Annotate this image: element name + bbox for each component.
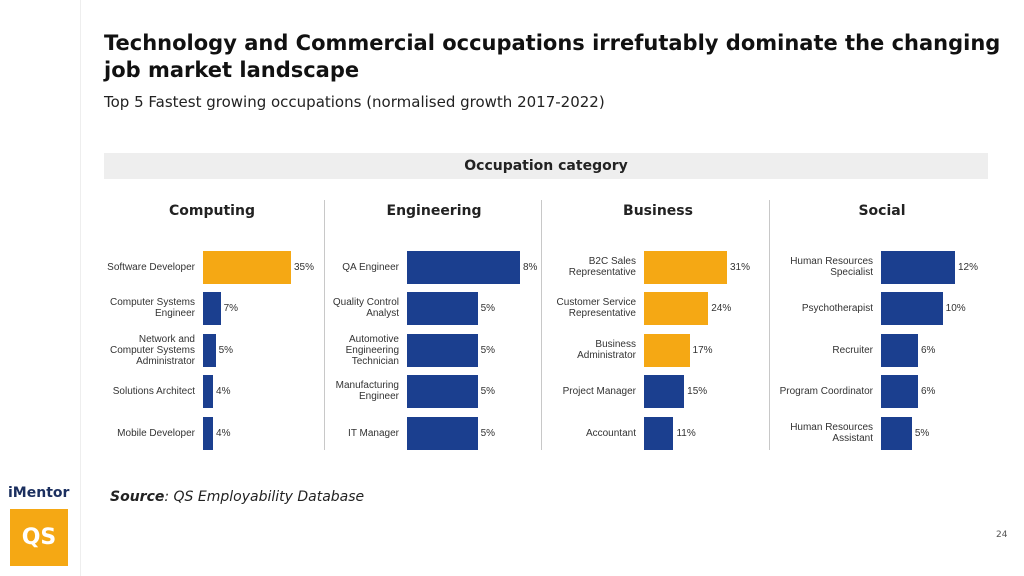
bar [644, 291, 709, 325]
bar [203, 333, 216, 367]
value-label: 6% [921, 385, 936, 397]
value-label: 15% [687, 385, 708, 397]
bar [407, 250, 520, 284]
category-label: Mobile Developer [117, 427, 195, 439]
category-label: Manufacturing Engineer [335, 380, 399, 402]
value-label: 6% [921, 344, 936, 356]
category-label: IT Manager [348, 427, 399, 439]
value-label: 10% [945, 302, 966, 314]
page-number: 24 [996, 530, 1008, 540]
panel-title: Business [623, 203, 693, 219]
bar [407, 374, 478, 408]
panel-title: Computing [169, 203, 255, 219]
value-label: 5% [914, 427, 930, 439]
bar [407, 416, 478, 450]
source: Source: QS Employability Database [110, 489, 364, 505]
value-label: 5% [480, 385, 496, 397]
value-label: 31% [730, 261, 751, 273]
category-label: Human Resources Assistant [790, 422, 873, 444]
value-label: 35% [294, 261, 315, 273]
category-label: Business Administrator [577, 339, 636, 361]
value-label: 17% [692, 344, 713, 356]
value-label: 5% [218, 344, 234, 356]
header-band: Occupation category [104, 153, 988, 179]
category-label: Psychotherapist [801, 302, 873, 314]
category-label: QA Engineer [342, 261, 399, 273]
slide-title: Technology and Commercial occupations ir… [104, 31, 1001, 82]
bar [881, 374, 918, 408]
bar [881, 333, 918, 367]
panel-divider [324, 200, 325, 450]
category-label: Automotive Engineering Technician [345, 333, 399, 367]
panel-title: Social [858, 203, 906, 219]
category-label: Computer Systems Engineer [109, 297, 195, 319]
source-label: Source [110, 489, 165, 505]
logo-badge: QS [10, 509, 68, 566]
category-label: Accountant [585, 427, 636, 439]
bar [203, 416, 214, 450]
header-text: Occupation category [464, 158, 628, 174]
value-label: 11% [676, 427, 696, 439]
value-label: 12% [958, 261, 979, 273]
bar [407, 333, 478, 367]
logo-text: iMentor [8, 485, 70, 501]
bar [644, 333, 690, 367]
bar [407, 291, 478, 325]
bar [881, 291, 943, 325]
value-label: 5% [480, 302, 496, 314]
side-divider [80, 0, 81, 576]
value-label: 7% [223, 302, 239, 314]
category-label: Project Manager [562, 385, 636, 397]
bar [644, 374, 685, 408]
bar [644, 250, 727, 284]
category-label: Solutions Architect [112, 385, 195, 397]
bar [203, 291, 221, 325]
value-label: 8% [523, 261, 538, 273]
category-label: B2C Sales Representative [568, 256, 636, 278]
bar [203, 374, 214, 408]
bar [881, 416, 912, 450]
value-label: 5% [480, 427, 496, 439]
value-label: 5% [480, 344, 496, 356]
source-text: : QS Employability Database [164, 489, 365, 505]
value-label: 4% [216, 427, 231, 439]
bar [203, 250, 291, 284]
category-label: Recruiter [832, 344, 873, 356]
slide-subtitle: Top 5 Fastest growing occupations (norma… [104, 93, 605, 111]
bar [644, 416, 674, 450]
panel-divider [769, 200, 770, 450]
bar [881, 250, 955, 284]
panel-divider [541, 200, 542, 450]
category-label: Customer Service Representative [556, 297, 636, 319]
value-label: 24% [711, 302, 732, 314]
panel-title: Engineering [386, 203, 482, 219]
category-label: Program Coordinator [779, 385, 873, 397]
category-label: Software Developer [107, 261, 195, 273]
category-label: Network and Computer Systems Administrat… [109, 333, 195, 367]
category-label: Quality Control Analyst [332, 297, 399, 319]
category-label: Human Resources Specialist [790, 256, 873, 278]
value-label: 4% [216, 385, 231, 397]
